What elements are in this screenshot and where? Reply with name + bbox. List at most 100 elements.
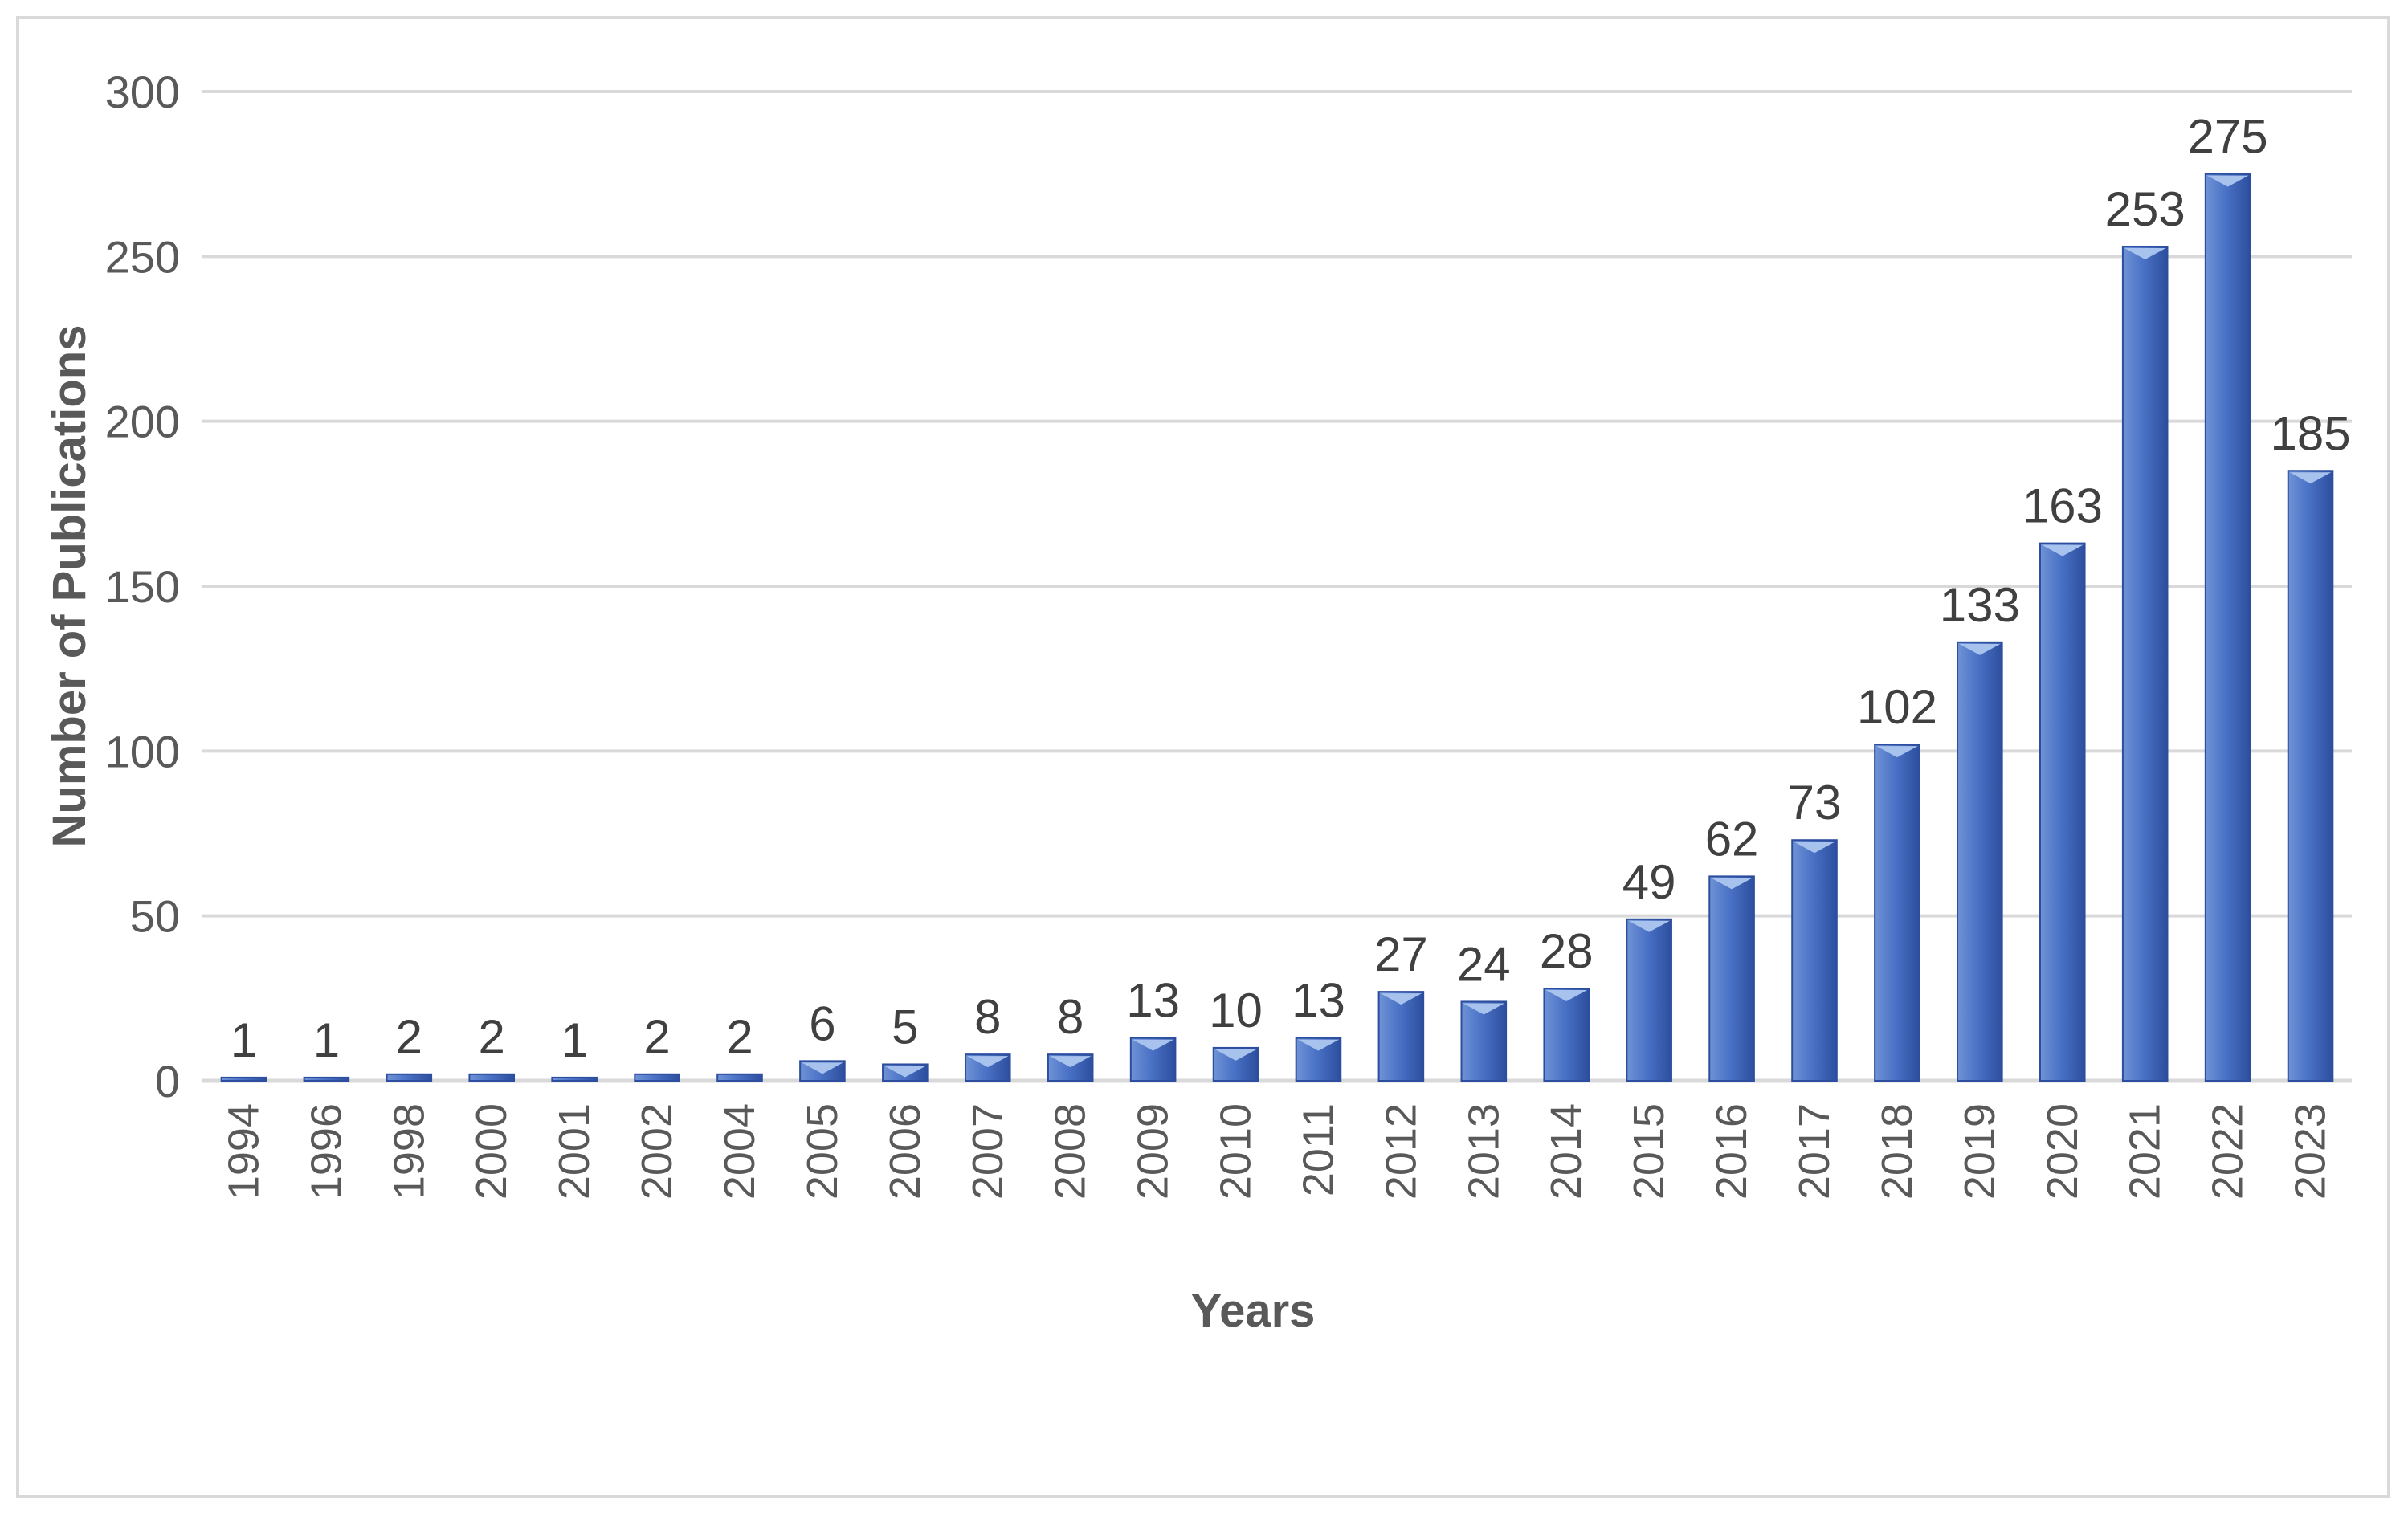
bar	[2121, 246, 2169, 1082]
data-label: 1	[561, 1013, 587, 1067]
x-tick-label: 2021	[2121, 1103, 2169, 1200]
bar	[1295, 1037, 1342, 1082]
bar	[1129, 1037, 1177, 1082]
y-tick-label: 300	[105, 67, 180, 117]
data-label: 1	[313, 1013, 340, 1067]
x-tick-label: 2020	[2039, 1103, 2087, 1200]
y-tick-label: 50	[130, 891, 180, 942]
data-label: 2	[643, 1010, 670, 1064]
x-tick-label: 2010	[1212, 1103, 1260, 1200]
bar-body	[1791, 839, 1838, 1082]
bar-cap	[1959, 643, 2001, 655]
data-label: 2	[479, 1010, 505, 1064]
bar	[716, 1073, 763, 1082]
y-tick-label: 200	[105, 397, 180, 447]
x-tick-label: 2001	[550, 1103, 598, 1200]
bar-cap	[2124, 248, 2166, 260]
bar-cap	[802, 1062, 843, 1074]
data-label: 73	[1788, 776, 1842, 829]
bar-body	[716, 1073, 763, 1082]
bar-body	[2039, 542, 2086, 1082]
x-tick-label: 1998	[385, 1103, 433, 1200]
bar-body	[1377, 991, 1425, 1082]
data-label: 1	[231, 1013, 257, 1067]
y-tick-labels: 0 50 100 150 200 250 300	[105, 67, 180, 1106]
bar	[386, 1073, 433, 1082]
bar	[1626, 918, 1672, 1082]
bar-body	[551, 1076, 598, 1082]
bar-cap	[1545, 990, 1588, 1002]
bar-cap	[884, 1066, 926, 1078]
data-label: 163	[2022, 479, 2103, 533]
bar	[468, 1073, 516, 1082]
gridlines	[202, 90, 2352, 1083]
x-tick-label: 2014	[1542, 1103, 1590, 1200]
bar-cap	[2206, 175, 2249, 187]
bar-body	[2287, 470, 2334, 1082]
data-label: 133	[1940, 578, 2020, 632]
data-label: 27	[1374, 927, 1428, 981]
bar-cap	[1049, 1056, 1092, 1068]
x-tick-label: 2012	[1377, 1103, 1425, 1200]
x-tick-labels: 1994 1996 1998 2000 2001 2002 2004 2005 2006 2007…	[219, 1103, 2334, 1200]
bar	[634, 1073, 680, 1082]
bar	[799, 1060, 846, 1082]
bar	[1212, 1046, 1259, 1082]
bar	[1708, 875, 1755, 1082]
bar-cap	[1794, 842, 1835, 854]
data-label: 185	[2270, 406, 2350, 460]
x-tick-label: 2015	[1625, 1103, 1673, 1200]
bar-body	[1460, 1000, 1508, 1082]
data-label: 102	[1857, 680, 1937, 734]
bar-body	[2121, 246, 2169, 1082]
bar-body	[386, 1073, 433, 1082]
y-tick-label: 100	[105, 726, 180, 776]
x-tick-label: 2000	[467, 1103, 516, 1200]
x-tick-label: 2023	[2287, 1103, 2335, 1200]
y-tick-label: 250	[105, 231, 180, 282]
x-tick-label: 2005	[798, 1103, 847, 1200]
bar	[551, 1076, 598, 1082]
bar-body	[2204, 173, 2251, 1082]
data-label: 13	[1292, 974, 1345, 1028]
bar-body	[634, 1073, 680, 1082]
bar-cap	[966, 1056, 1009, 1068]
x-axis-title: Years	[1191, 1285, 1316, 1337]
data-label: 28	[1540, 924, 1594, 978]
bar-body	[1874, 744, 1920, 1082]
x-tick-label: 2019	[1956, 1103, 2004, 1200]
bar-cap	[1214, 1049, 1257, 1061]
bar-body	[220, 1076, 267, 1082]
x-tick-label: 2011	[1294, 1103, 1342, 1196]
x-tick-label: 1994	[219, 1103, 267, 1200]
data-label: 253	[2105, 182, 2186, 236]
data-label: 2	[726, 1010, 753, 1064]
bar-cap	[1380, 993, 1422, 1005]
x-tick-label: 2007	[964, 1103, 1012, 1200]
y-tick-label: 0	[155, 1056, 180, 1106]
bar-cap	[1463, 1003, 1505, 1015]
bar-cap	[2041, 544, 2084, 556]
bar-cap	[2289, 472, 2332, 484]
x-tick-label: 2006	[881, 1103, 929, 1200]
bar	[1543, 988, 1590, 1082]
bar	[964, 1053, 1011, 1082]
bar	[2287, 470, 2334, 1082]
bar-cap	[1297, 1039, 1340, 1051]
x-tick-label: 2013	[1459, 1103, 1508, 1200]
bar-body	[1543, 988, 1590, 1082]
x-tick-label: 2018	[1873, 1103, 1921, 1200]
data-label: 8	[974, 990, 1001, 1044]
x-tick-label: 2009	[1129, 1103, 1177, 1200]
bar-cap	[1711, 878, 1753, 890]
bar-body	[1708, 875, 1755, 1082]
bar-body	[1957, 641, 2003, 1082]
x-tick-label: 1996	[302, 1103, 350, 1200]
bar	[2204, 173, 2251, 1082]
y-axis-title: Number of Publications	[43, 325, 96, 848]
data-label: 62	[1705, 812, 1759, 866]
bars	[220, 173, 2334, 1082]
data-label: 8	[1057, 990, 1084, 1044]
bar	[1874, 744, 1920, 1082]
